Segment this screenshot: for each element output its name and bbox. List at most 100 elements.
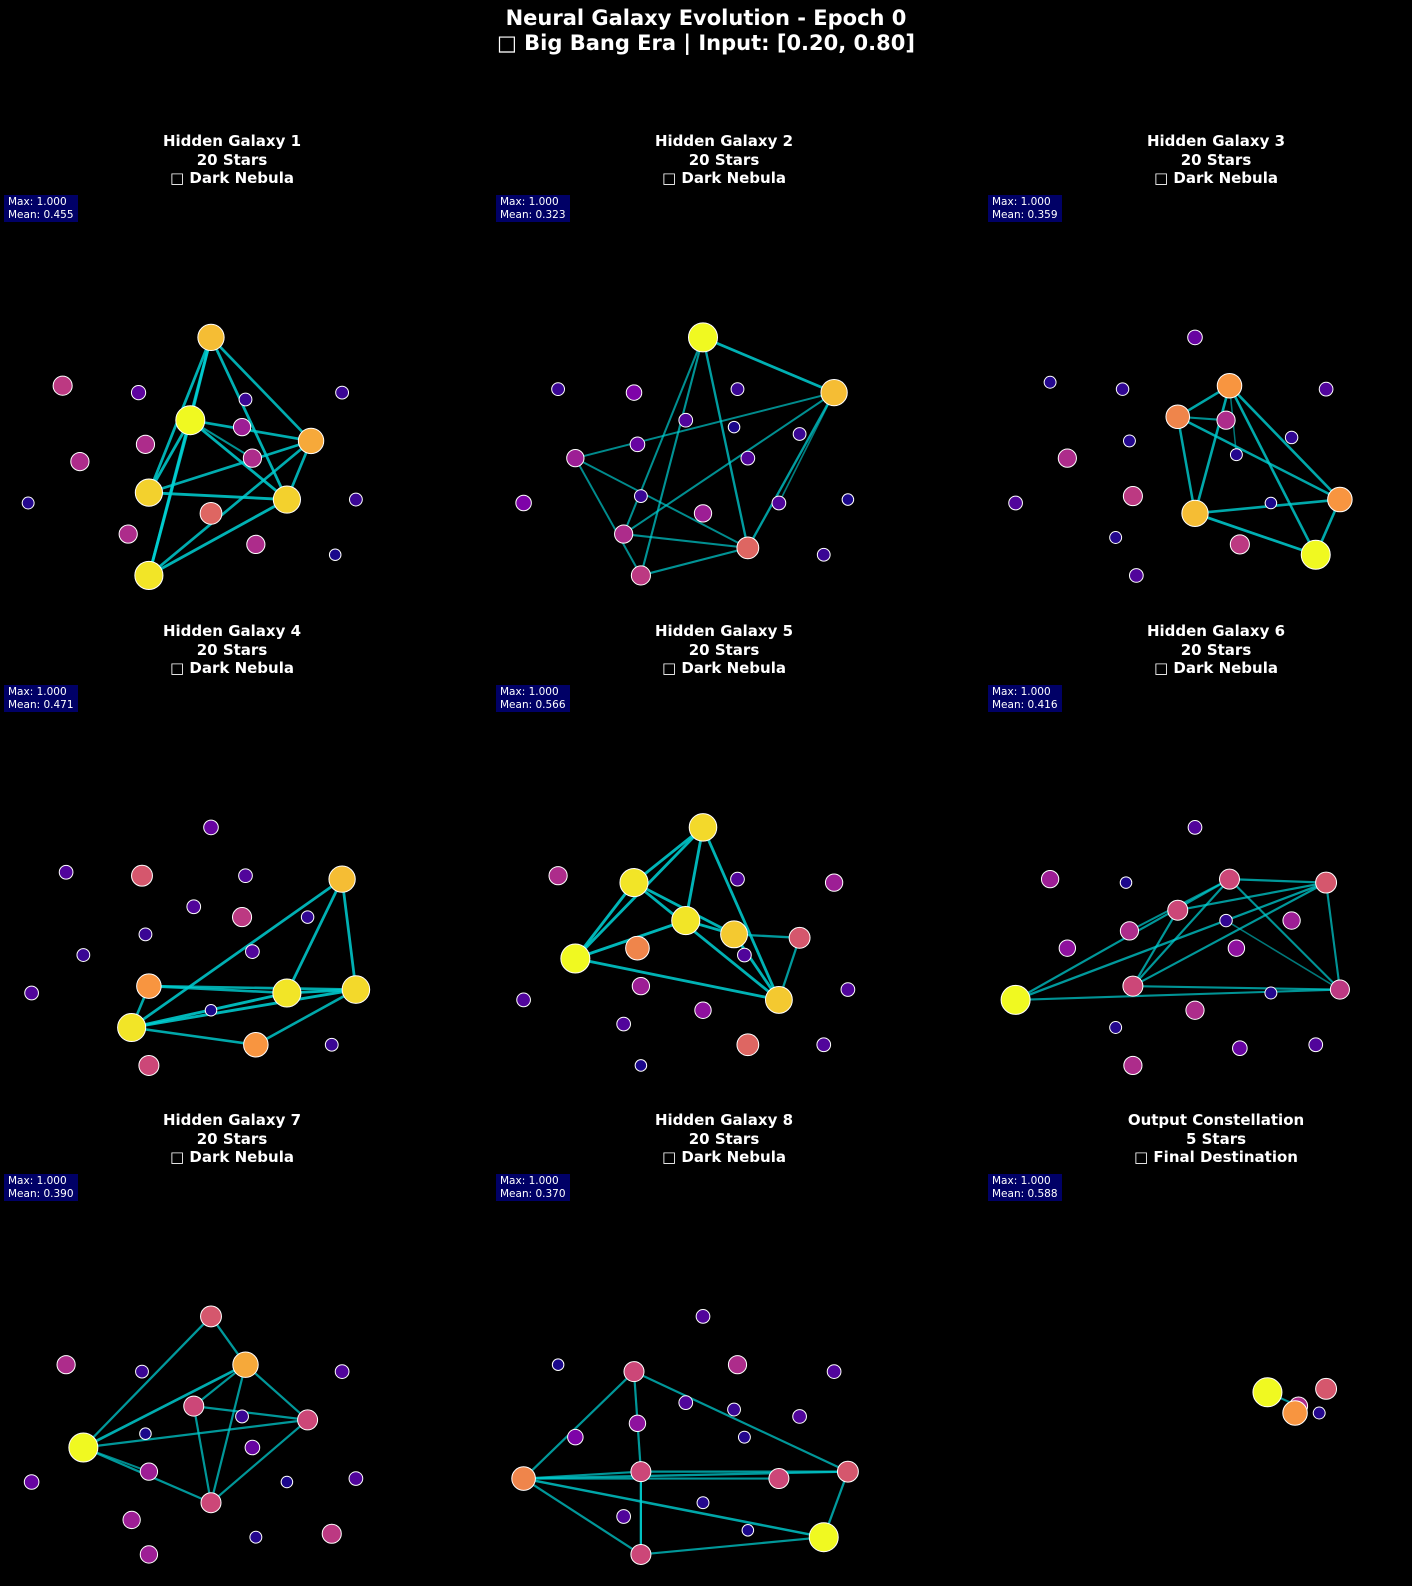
star-node (1123, 1055, 1143, 1076)
connection-line (1131, 909, 1179, 987)
star-node (630, 1543, 652, 1565)
stars (21, 323, 363, 591)
connection-line (778, 392, 835, 504)
star-node (1119, 876, 1133, 889)
stats-box: Max: 1.000 Mean: 0.455 (4, 195, 78, 222)
star-node (1308, 1037, 1324, 1053)
star-node (736, 536, 760, 560)
star-node (671, 906, 701, 936)
panel-title: Hidden Galaxy 3 20 Stars □ Dark Nebula (986, 132, 1412, 188)
star-node (1122, 486, 1143, 507)
panel-title: Output Constellation 5 Stars □ Final Des… (986, 1111, 1412, 1167)
panel-title: Hidden Galaxy 5 20 Stars □ Dark Nebula (494, 622, 954, 678)
stats-mean: Mean: 0.370 (500, 1187, 566, 1200)
connection-line (1015, 881, 1327, 1001)
stats-box: Max: 1.000 Mean: 0.588 (988, 1174, 1062, 1201)
stats-max: Max: 1.000 (992, 1175, 1051, 1187)
stats-box: Max: 1.000 Mean: 0.323 (496, 195, 570, 222)
network-plot (21, 323, 363, 591)
star-node (1264, 986, 1278, 1000)
panel-title: Hidden Galaxy 2 20 Stars □ Dark Nebula (494, 132, 954, 188)
star-node (1115, 382, 1130, 396)
star-node (1057, 448, 1077, 468)
network-plot (23, 1305, 364, 1564)
star-node (21, 496, 35, 510)
stars (516, 813, 856, 1072)
star-node (68, 1432, 99, 1463)
star-node (1119, 921, 1140, 941)
stars (23, 1305, 364, 1564)
connections (1176, 384, 1342, 557)
stats-box: Max: 1.000 Mean: 0.416 (988, 685, 1062, 712)
star-node (1300, 539, 1331, 570)
star-node (820, 378, 848, 407)
star-node (630, 1461, 652, 1483)
connection-line (209, 336, 289, 501)
star-node (1123, 434, 1136, 448)
star-node (117, 1012, 147, 1043)
star-node (135, 434, 156, 454)
panel-title: Hidden Galaxy 6 20 Stars □ Dark Nebula (986, 622, 1412, 678)
star-node (629, 436, 646, 453)
star-node (727, 1355, 748, 1375)
star-node (1318, 381, 1334, 397)
connections (147, 336, 313, 577)
star-node (245, 944, 260, 959)
connection-line (244, 1363, 309, 1421)
star-node (1216, 372, 1243, 399)
star-node (232, 417, 252, 437)
panel-hidden-galaxy-1: Hidden Galaxy 1 20 Stars □ Dark Nebula M… (2, 132, 462, 592)
star-node (348, 1471, 364, 1486)
connection-line (193, 1405, 308, 1421)
connection-line (210, 336, 313, 442)
figure-title: Neural Galaxy Evolution - Epoch 0 (505, 6, 907, 30)
star-node (678, 412, 694, 428)
connection-line (192, 1405, 213, 1503)
stars (24, 819, 371, 1076)
star-node (566, 449, 585, 468)
star-node (244, 1439, 261, 1456)
connection-line (148, 984, 356, 991)
star-node (741, 1524, 755, 1537)
stars (1008, 329, 1353, 583)
star-node (816, 1037, 832, 1053)
star-node (630, 565, 651, 586)
star-node (628, 1414, 647, 1433)
stats-max: Max: 1.000 (992, 196, 1051, 208)
star-node (511, 1466, 536, 1491)
star-node (625, 384, 643, 401)
connections (574, 336, 836, 577)
star-node (1282, 911, 1301, 930)
connection-line (701, 826, 781, 1001)
star-node (631, 976, 651, 996)
stats-max: Max: 1.000 (500, 686, 559, 698)
star-node (1122, 975, 1144, 997)
star-node (1327, 486, 1353, 513)
stats-mean: Mean: 0.455 (8, 208, 74, 221)
stars (1252, 1377, 1338, 1426)
star-node (122, 1510, 141, 1530)
panel-star-count: 20 Stars (688, 640, 760, 659)
star-node (118, 524, 138, 544)
star-node (242, 448, 262, 468)
star-node (135, 1364, 149, 1379)
stats-box: Max: 1.000 Mean: 0.471 (4, 685, 78, 712)
star-node (727, 420, 741, 434)
star-node (1229, 448, 1243, 462)
star-node (771, 495, 787, 511)
star-node (246, 534, 266, 554)
star-node (1219, 868, 1240, 890)
star-node (1043, 375, 1057, 389)
star-node (1187, 329, 1203, 346)
star-node (232, 907, 253, 928)
network-plot (1000, 820, 1350, 1076)
star-node (1232, 1040, 1248, 1057)
panel-status: □ Dark Nebula (170, 169, 294, 187)
star-node (238, 392, 253, 407)
star-node (76, 948, 91, 962)
panel-status: □ Dark Nebula (662, 659, 786, 677)
connection-line (1228, 385, 1317, 556)
connection-line (148, 498, 288, 577)
star-node (516, 992, 531, 1008)
star-node (1229, 534, 1250, 555)
